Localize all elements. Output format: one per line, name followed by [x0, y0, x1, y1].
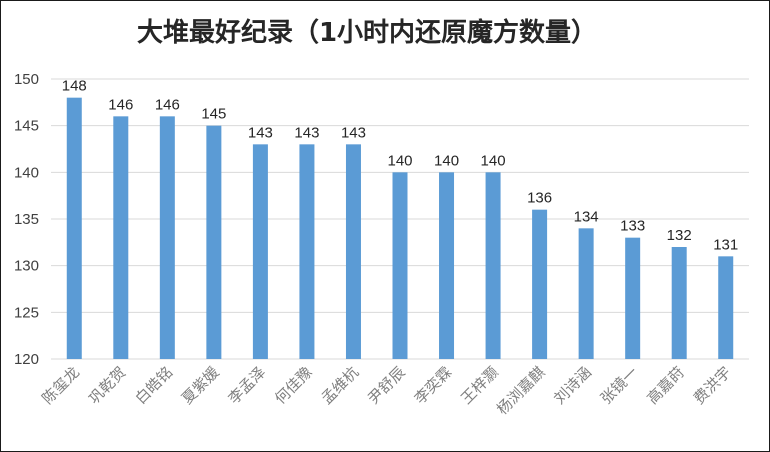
y-tick-label: 130 — [14, 258, 39, 275]
bars — [66, 97, 734, 360]
x-tick-label: 陈玺龙 — [39, 363, 84, 408]
x-tick-label: 孟维杭 — [318, 363, 363, 408]
bar — [625, 237, 641, 359]
y-tick-label: 140 — [14, 164, 39, 181]
x-tick-label: 费洪宇 — [690, 363, 735, 408]
chart-title: 大堆最好纪录（1小时内还原魔方数量） — [137, 17, 597, 48]
x-tick-label: 李孟泽 — [225, 363, 270, 408]
y-tick-label: 145 — [14, 118, 39, 135]
x-tick-label: 杨浏嘉麒 — [493, 363, 548, 418]
data-label: 143 — [248, 124, 273, 141]
data-label: 143 — [294, 124, 319, 141]
bar — [392, 172, 408, 359]
bar — [252, 144, 268, 359]
data-label: 140 — [387, 152, 412, 169]
y-tick-label: 120 — [14, 351, 39, 368]
data-labels: 148 146 146 145 143 143 143 140 140 140 136 134 133 1… — [62, 78, 738, 254]
data-label: 143 — [341, 124, 366, 141]
x-tick-label: 高嘉莳 — [643, 363, 688, 408]
x-tick-label: 李奕霖 — [411, 363, 456, 408]
bar — [299, 144, 315, 359]
bar — [485, 172, 501, 359]
bar — [532, 209, 548, 359]
bar — [578, 228, 594, 359]
data-label: 145 — [201, 106, 226, 123]
data-label: 146 — [108, 96, 133, 113]
x-tick-label: 尹舒辰 — [364, 363, 409, 408]
x-tick-label: 王梓灏 — [457, 363, 502, 408]
x-tick-label: 张镜一 — [597, 363, 642, 408]
data-label: 140 — [481, 152, 506, 169]
x-tick-label: 巩乾贺 — [85, 363, 130, 408]
bar — [66, 97, 82, 360]
y-tick-label: 125 — [14, 304, 39, 321]
y-axis-ticks: 120 125 130 135 140 145 150 — [14, 71, 39, 368]
bar — [718, 256, 734, 359]
x-tick-label: 何佳豫 — [271, 363, 316, 408]
data-label: 140 — [434, 152, 459, 169]
x-tick-label: 白皓铭 — [132, 363, 177, 408]
bar — [345, 144, 361, 359]
bar — [671, 247, 687, 359]
data-label: 134 — [574, 208, 599, 225]
data-label: 146 — [155, 96, 180, 113]
x-tick-label: 刘诗涵 — [550, 363, 595, 408]
data-label: 132 — [667, 227, 692, 244]
x-tick-label: 夏紫媛 — [178, 363, 223, 408]
y-tick-label: 150 — [14, 71, 39, 88]
data-label: 131 — [713, 236, 738, 253]
bar — [206, 125, 222, 360]
data-label: 148 — [62, 78, 87, 95]
bar — [159, 116, 175, 359]
bar — [113, 116, 129, 359]
data-label: 136 — [527, 190, 552, 207]
y-tick-label: 135 — [14, 211, 39, 228]
bar — [439, 172, 455, 359]
data-label: 133 — [620, 218, 645, 235]
